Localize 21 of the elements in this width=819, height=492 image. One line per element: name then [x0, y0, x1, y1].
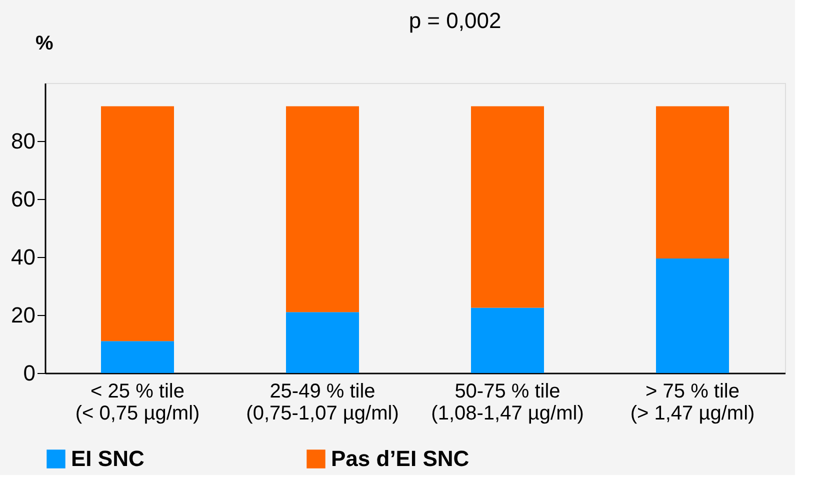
bar	[656, 106, 729, 258]
legend-label: EI SNC	[71, 446, 144, 471]
bar	[471, 106, 544, 308]
x-tick-label: 50-75 % tile (1,08-1,47 µg/ml)	[431, 380, 584, 424]
bar	[286, 106, 359, 312]
y-tick-label: 40	[11, 244, 36, 270]
y-tick-label: 80	[11, 128, 36, 154]
legend-label: Pas d’EI SNC	[331, 446, 470, 471]
bar	[471, 308, 544, 373]
y-axis-title: %	[36, 32, 54, 54]
x-tick-label: > 75 % tile (> 1,47 µg/ml)	[630, 380, 755, 424]
y-tick-label: 20	[11, 302, 36, 328]
chart-title: p = 0,002	[408, 8, 502, 33]
bar	[656, 258, 729, 373]
bar	[101, 341, 174, 373]
x-tick-label: < 25 % tile (< 0,75 µg/ml)	[75, 380, 200, 424]
bar	[101, 106, 174, 342]
bar	[286, 312, 359, 373]
x-tick-label: 25-49 % tile (0,75-1,07 µg/ml)	[246, 380, 399, 424]
y-tick-label: 60	[11, 186, 36, 212]
y-tick-label: 0	[23, 360, 36, 386]
